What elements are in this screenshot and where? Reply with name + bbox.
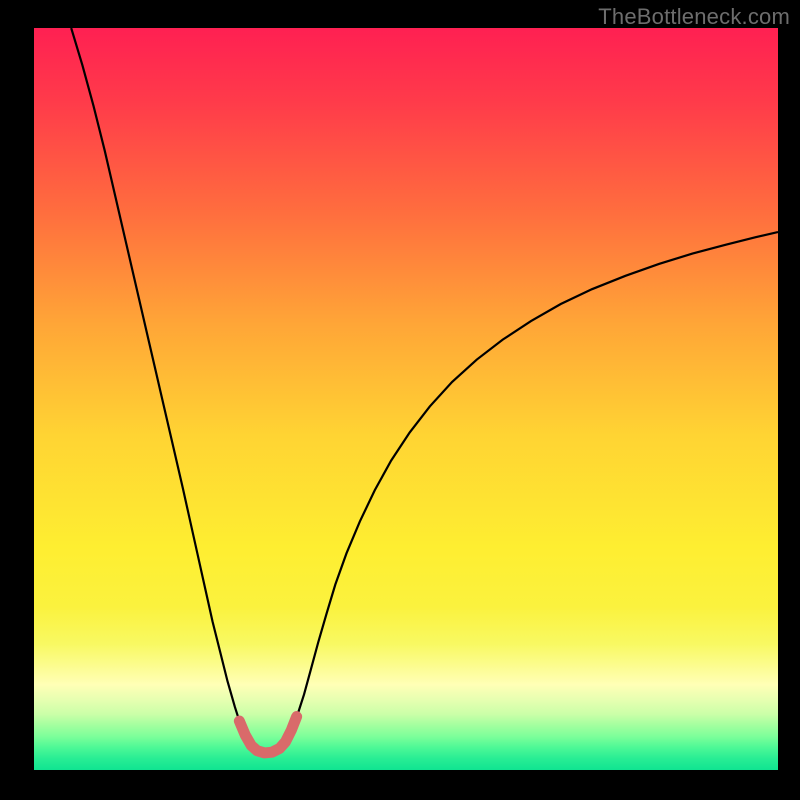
bottleneck-chart-svg [34,28,778,770]
chart-background [34,28,778,770]
plot-area [34,28,778,770]
watermark-text: TheBottleneck.com [598,4,790,30]
chart-frame: TheBottleneck.com [0,0,800,800]
